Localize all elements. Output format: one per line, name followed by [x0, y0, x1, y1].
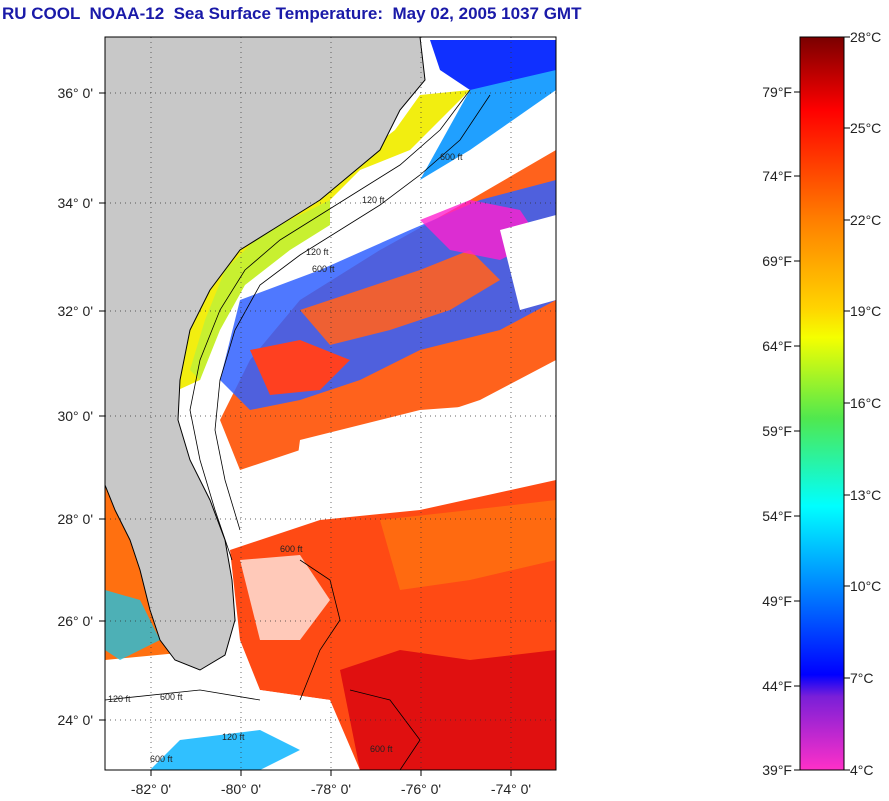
colorbar-fahrenheit-label: 54°F: [762, 508, 792, 524]
sst-field: [105, 40, 556, 770]
lat-tick-label: 30° 0': [57, 408, 93, 424]
lat-tick-label: 24° 0': [57, 712, 93, 728]
depth-label: 600 ft: [440, 152, 463, 162]
depth-label: 120 ft: [306, 247, 329, 257]
colorbar-celsius-label: 13°C: [850, 487, 881, 503]
colorbar-celsius-label: 28°C: [850, 29, 881, 45]
colorbar-gradient: [799, 36, 845, 771]
y-axis-labels: 36° 0' 34° 0' 32° 0' 30° 0' 28° 0' 26° 0…: [57, 85, 93, 728]
colorbar-celsius-label: 10°C: [850, 578, 881, 594]
graticule: [105, 37, 556, 770]
colorbar-celsius-label: 4°C: [850, 762, 874, 778]
colorbar-fahrenheit-label: 69°F: [762, 253, 792, 269]
colorbar-fahrenheit-label: 79°F: [762, 84, 792, 100]
map-panel: 120 ft 600 ft 120 ft 600 ft 120 ft 600 f…: [105, 37, 556, 770]
lon-tick-label: -82° 0': [131, 781, 171, 797]
lon-tick-label: -78° 0': [311, 781, 351, 797]
lon-tick-label: -74° 0': [491, 781, 531, 797]
lat-tick-label: 36° 0': [57, 85, 93, 101]
depth-labels: 120 ft 600 ft 120 ft 600 ft 120 ft 600 f…: [108, 152, 463, 764]
colorbar-celsius-label: 25°C: [850, 120, 881, 136]
x-axis-labels: -82° 0' -80° 0' -78° 0' -76° 0' -74° 0': [131, 781, 531, 797]
colorbar-celsius-label: 19°C: [850, 303, 881, 319]
depth-label: 120 ft: [362, 195, 385, 205]
depth-label: 600 ft: [150, 754, 173, 764]
depth-label: 120 ft: [222, 732, 245, 742]
depth-label: 120 ft: [108, 694, 131, 704]
depth-label: 600 ft: [370, 744, 393, 754]
land-mass: [105, 37, 426, 671]
lat-tick-label: 28° 0': [57, 511, 93, 527]
lat-tick-label: 26° 0': [57, 613, 93, 629]
depth-label: 600 ft: [312, 264, 335, 274]
colorbar: 28°C 25°C 22°C 19°C 16°C 13°C 10°C 7°C 4…: [762, 29, 881, 778]
lon-tick-label: -76° 0': [401, 781, 441, 797]
map-title: RU COOL NOAA-12 Sea Surface Temperature:…: [2, 4, 582, 23]
depth-label: 600 ft: [280, 544, 303, 554]
colorbar-fahrenheit-label: 49°F: [762, 593, 792, 609]
colorbar-fahrenheit-label: 64°F: [762, 338, 792, 354]
lon-tick-label: -80° 0': [221, 781, 261, 797]
colorbar-fahrenheit-label: 74°F: [762, 168, 792, 184]
colorbar-fahrenheit-label: 44°F: [762, 678, 792, 694]
colorbar-celsius-label: 22°C: [850, 212, 881, 228]
axis-ticks: [99, 92, 512, 776]
depth-label: 600 ft: [160, 692, 183, 702]
colorbar-celsius-label: 7°C: [850, 670, 874, 686]
lat-tick-label: 34° 0': [57, 195, 93, 211]
colorbar-fahrenheit-label: 39°F: [762, 762, 792, 778]
colorbar-fahrenheit-label: 59°F: [762, 423, 792, 439]
lat-tick-label: 32° 0': [57, 303, 93, 319]
colorbar-celsius-label: 16°C: [850, 395, 881, 411]
